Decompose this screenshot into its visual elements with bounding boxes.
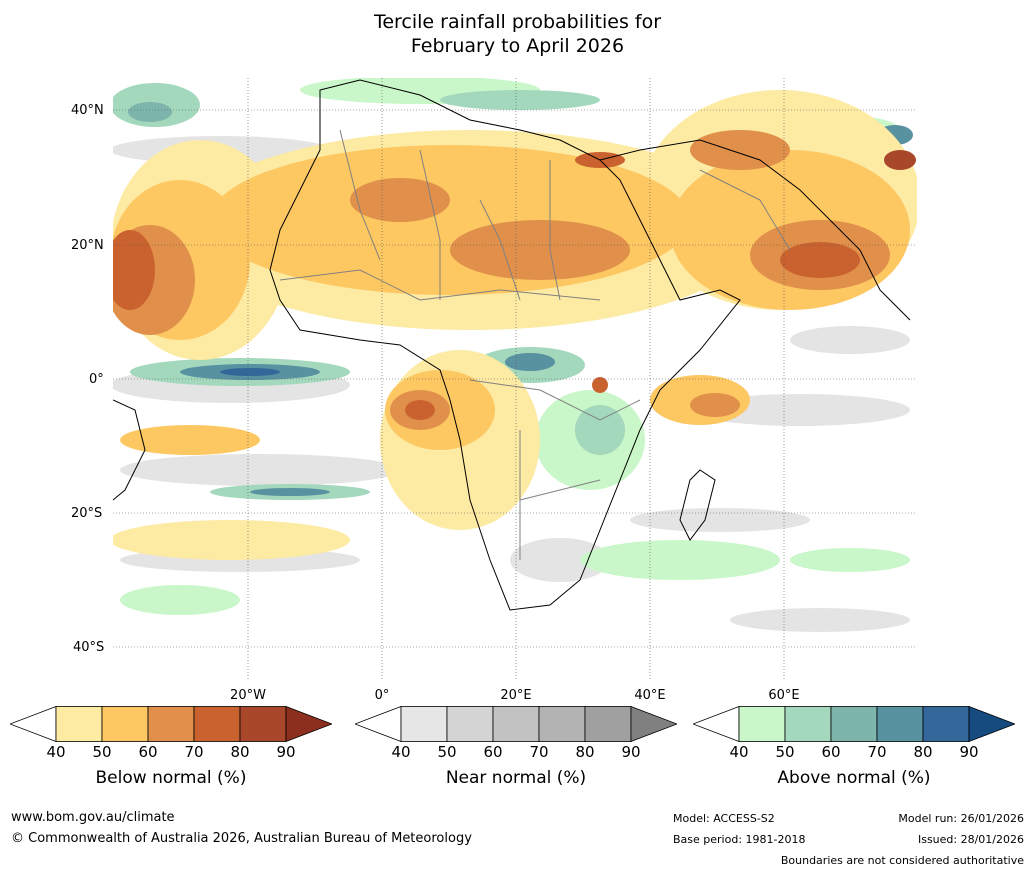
- colorbar-extend-high: [968, 706, 1015, 742]
- colorbar-extend-low: [10, 706, 57, 742]
- map-area: [113, 78, 917, 681]
- colorbar-segment: [830, 706, 878, 742]
- lat-label-0: 0°: [89, 372, 104, 387]
- below-normal-regions: [113, 90, 917, 560]
- colorbar-segment: [400, 706, 448, 742]
- colorbar-tick-label: 80: [230, 743, 250, 761]
- footer-copyright: © Commonwealth of Australia 2026, Austra…: [11, 831, 472, 846]
- lon-label-60e: 60°E: [768, 688, 800, 703]
- lat-label-20s: 20°S: [71, 506, 103, 521]
- colorbar-segment: [922, 706, 970, 742]
- colorbar-below-normal: [10, 706, 332, 742]
- lat-label-20n: 20°N: [71, 238, 104, 253]
- colorbar-near-normal: [355, 706, 677, 742]
- colorbar-segment: [738, 706, 786, 742]
- colorbar-tick-label: 40: [46, 743, 66, 761]
- colorbar-tick-label: 80: [575, 743, 595, 761]
- colorbar-tick-label: 60: [138, 743, 158, 761]
- footer-model: Model: ACCESS-S2: [673, 812, 775, 825]
- colorbar-segment: [147, 706, 195, 742]
- footer-base-period: Base period: 1981-2018: [673, 833, 806, 846]
- lat-label-40n: 40°N: [71, 103, 104, 118]
- colorbar-extend-high: [630, 706, 677, 742]
- lon-label-40e: 40°E: [634, 688, 666, 703]
- colorbar-tick-label: 50: [437, 743, 457, 761]
- footer-website[interactable]: www.bom.gov.au/climate: [11, 810, 175, 825]
- colorbar-extend-low: [693, 706, 740, 742]
- title-line-2: February to April 2026: [410, 35, 625, 57]
- colorbar-tick-label: 40: [729, 743, 749, 761]
- footer-disclaimer: Boundaries are not considered authoritat…: [780, 854, 1024, 867]
- colorbar-tick-label: 70: [529, 743, 549, 761]
- colorbar-segment: [239, 706, 287, 742]
- colorbar-tick-label: 50: [775, 743, 795, 761]
- country-borders: [279, 129, 791, 560]
- title-line-1: Tercile rainfall probabilities for: [373, 11, 662, 33]
- colorbar-tick-label: 60: [483, 743, 503, 761]
- colorbar-extend-high: [285, 706, 332, 742]
- colorbar-tick-label: 90: [959, 743, 979, 761]
- coastlines: [113, 79, 911, 611]
- colorbar-tick-label: 80: [913, 743, 933, 761]
- colorbar-tick-label: 70: [184, 743, 204, 761]
- colorbar-tick-label: 40: [391, 743, 411, 761]
- colorbar-segment: [101, 706, 149, 742]
- colorbar-segment: [538, 706, 586, 742]
- colorbar-segment: [584, 706, 632, 742]
- colorbar-label-near: Near normal (%): [445, 768, 587, 788]
- colorbar-segment: [784, 706, 832, 742]
- lat-label-40s: 40°S: [73, 640, 105, 655]
- colorbar-segment: [446, 706, 494, 742]
- lon-label-20w: 20°W: [230, 688, 266, 703]
- colorbar-segment: [55, 706, 103, 742]
- colorbar-segment: [876, 706, 924, 742]
- colorbar-label-above: Above normal (%): [777, 768, 931, 788]
- colorbar-tick-label: 90: [621, 743, 641, 761]
- footer-issued: Issued: 28/01/2026: [917, 833, 1024, 846]
- graticule: [113, 78, 917, 681]
- colorbar-above-normal: [693, 706, 1015, 742]
- colorbar-segment: [492, 706, 540, 742]
- lon-label-0: 0°: [374, 688, 390, 703]
- colorbar-label-below: Below normal (%): [95, 768, 247, 788]
- lon-label-20e: 20°E: [500, 688, 532, 703]
- colorbar-extend-low: [355, 706, 402, 742]
- footer-model-run: Model run: 26/01/2026: [898, 812, 1024, 825]
- colorbar-tick-label: 60: [821, 743, 841, 761]
- colorbar-tick-label: 70: [867, 743, 887, 761]
- colorbar-tick-label: 50: [92, 743, 112, 761]
- colorbar-tick-label: 90: [276, 743, 296, 761]
- colorbar-segment: [193, 706, 241, 742]
